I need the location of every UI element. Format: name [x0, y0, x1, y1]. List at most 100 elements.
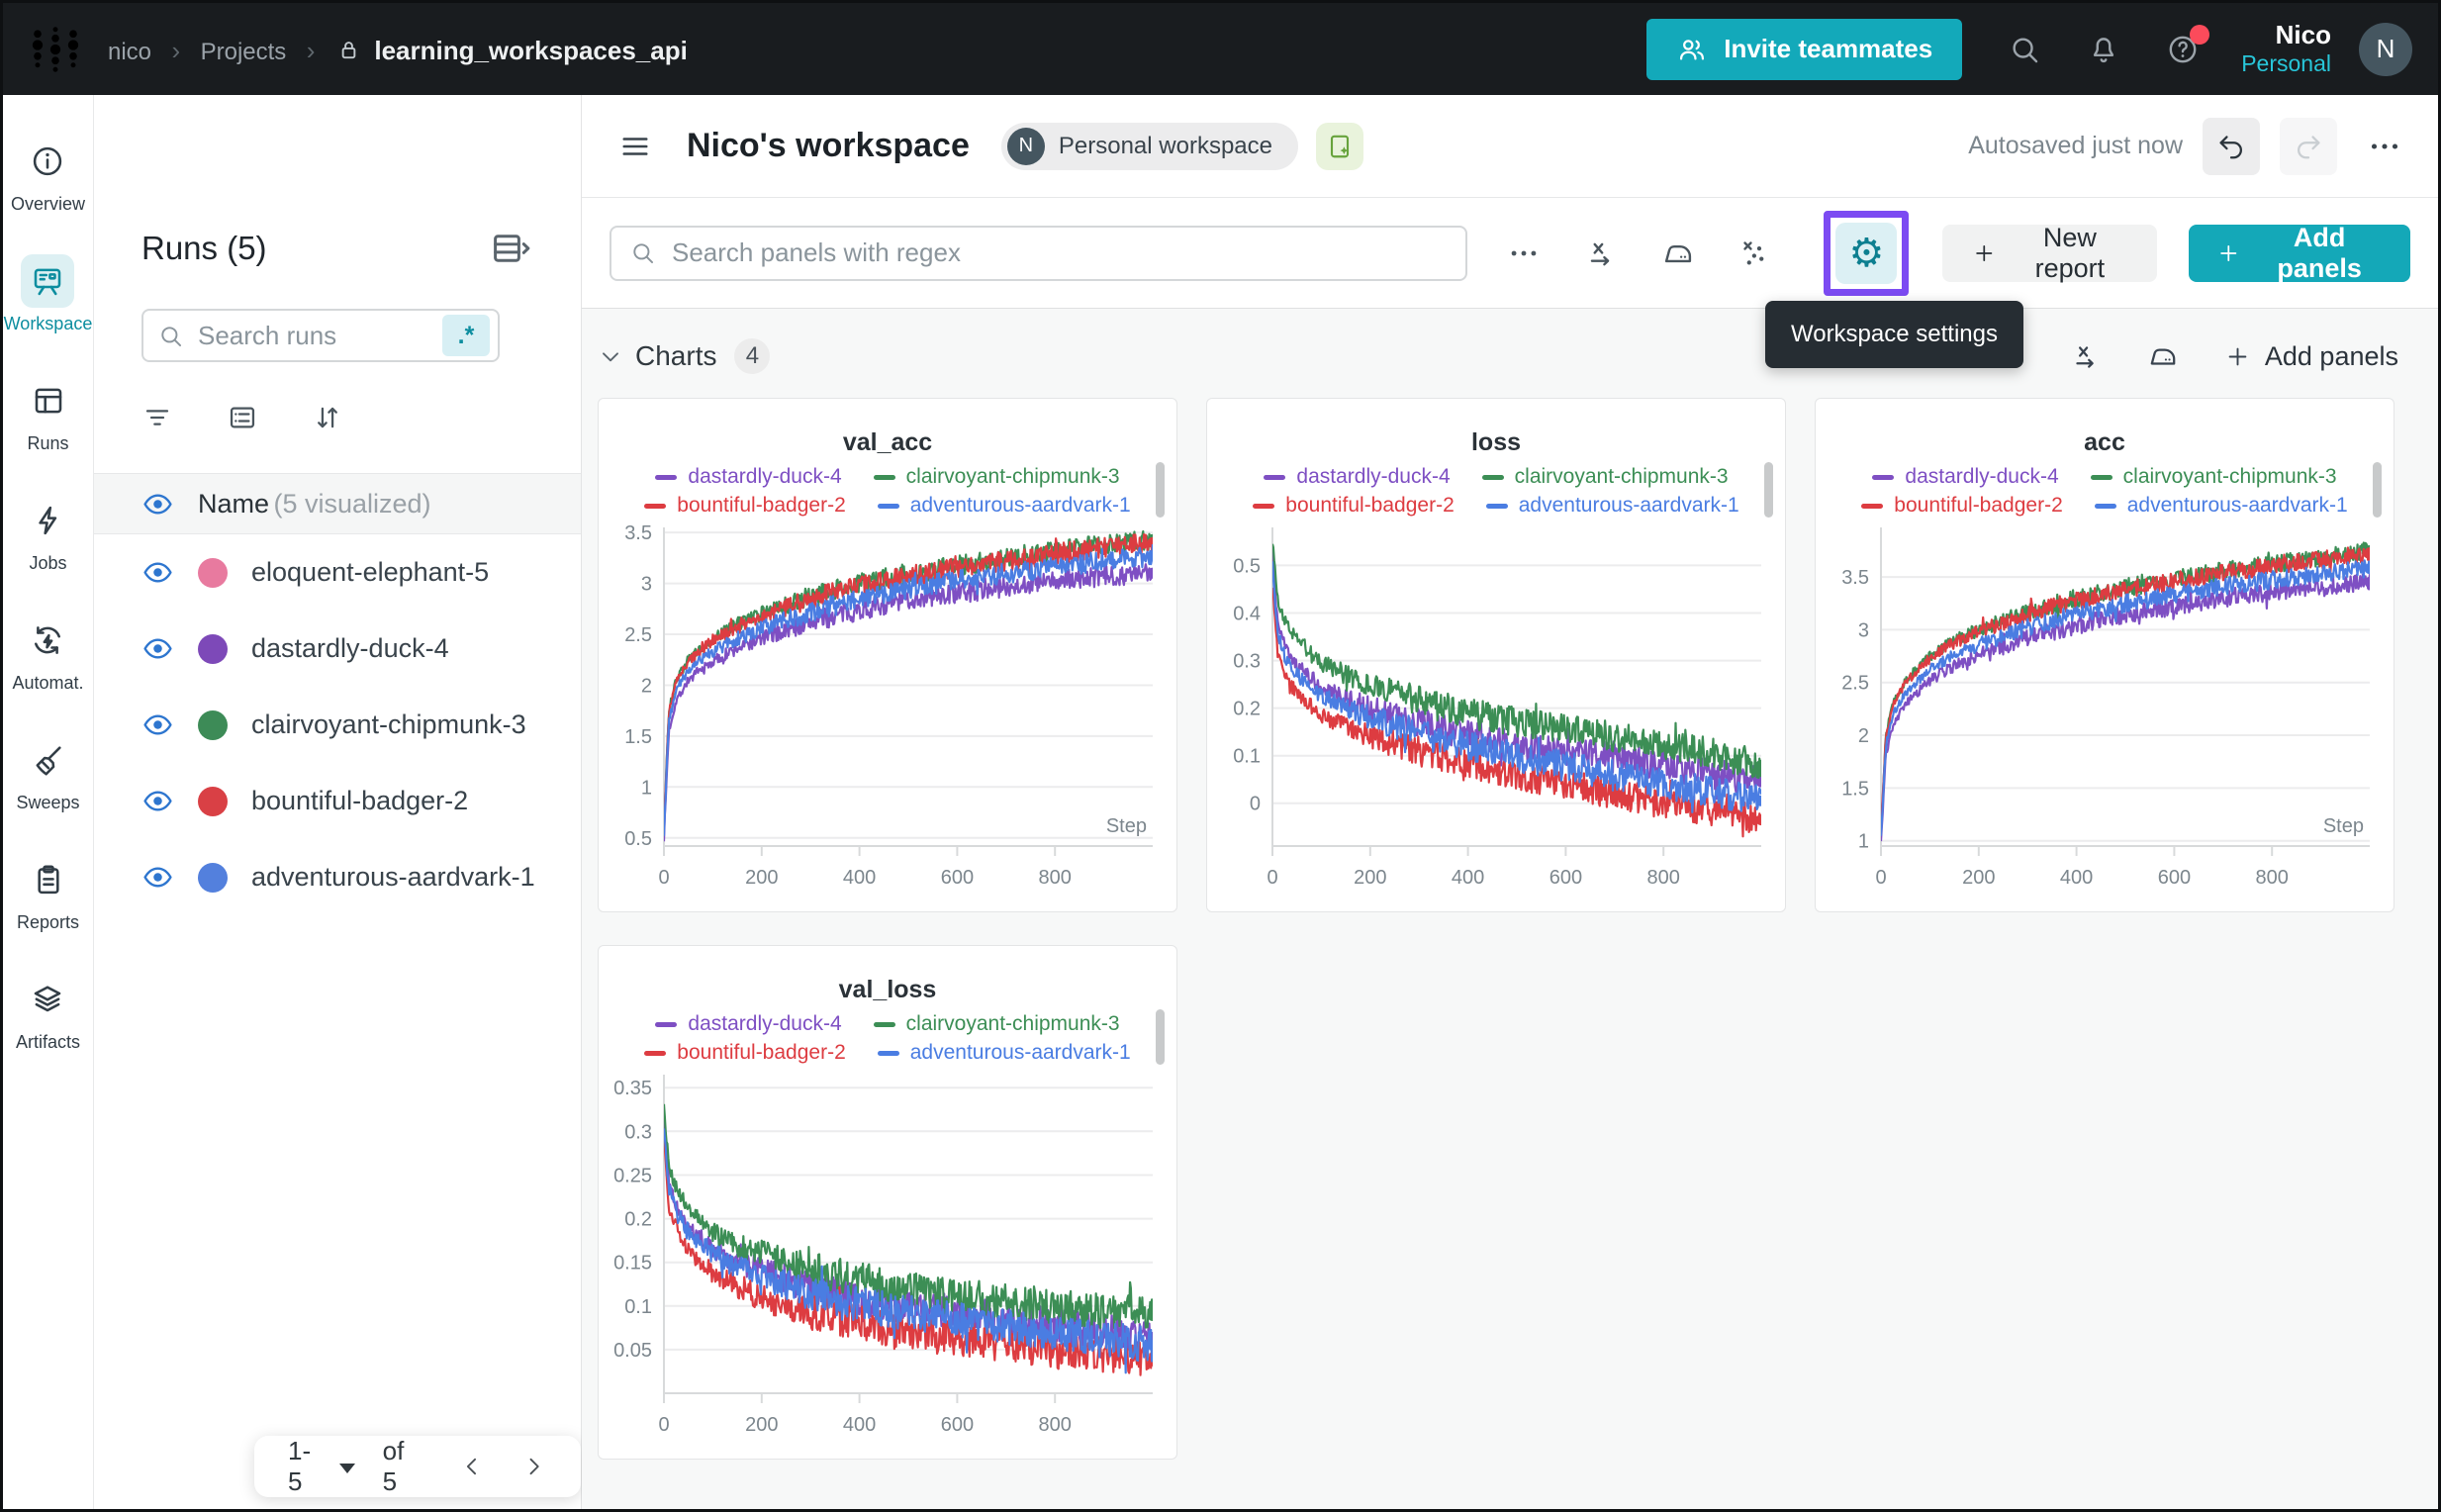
sidebar-item-jobs[interactable]: Jobs: [22, 494, 75, 574]
x-axis-settings-icon[interactable]: [1584, 236, 1618, 270]
pagination-range[interactable]: 1-5: [288, 1436, 312, 1496]
sidebar-item-sweeps[interactable]: Sweeps: [16, 733, 80, 813]
report-sparkle-icon[interactable]: [1316, 122, 1363, 170]
visibility-eye-icon[interactable]: [141, 785, 174, 817]
artifacts-layers-icon: [21, 973, 74, 1026]
breadcrumb: nico › Projects › learning_workspaces_ap…: [108, 33, 688, 66]
runs-panel-title: Runs (5): [141, 230, 267, 266]
smoothing-iron-icon[interactable]: [2147, 340, 2179, 372]
chart-plot[interactable]: 0.5 1 1.5 2 2.5 3 3.5 0 200 400 600 800 Step: [599, 520, 1176, 905]
workspace-settings-tooltip: Workspace settings: [1765, 301, 2023, 368]
redo-icon: [2293, 131, 2324, 162]
svg-text:0.5: 0.5: [1233, 555, 1261, 577]
search-runs-input[interactable]: [196, 319, 430, 352]
chart-panel-acc[interactable]: acc dastardly-duck-4 clairvoyant-chipmunk-…: [1815, 398, 2394, 912]
chart-plot[interactable]: 1 1.5 2 2.5 3 3.5 0 200 400 600 800 Step: [1816, 520, 2394, 905]
run-row[interactable]: eloquent-elephant-5: [94, 534, 581, 611]
group-list-icon[interactable]: [227, 402, 258, 433]
sidebar-item-workspace[interactable]: Workspace: [4, 254, 92, 334]
visibility-eye-icon[interactable]: [141, 556, 174, 589]
search-panels-input[interactable]: [670, 236, 1449, 269]
legend-scrollbar[interactable]: [1156, 462, 1165, 518]
badge-label: Personal workspace: [1058, 132, 1272, 159]
legend-run-name: bountiful-badger-2: [677, 494, 846, 517]
more-options-icon[interactable]: [2367, 129, 2402, 164]
runs-list: eloquent-elephant-5 dastardly-duck-4 clair…: [94, 534, 581, 915]
sidebar-item-runs[interactable]: Runs: [22, 374, 75, 454]
undo-button[interactable]: [2203, 117, 2260, 175]
legend-dash: [1485, 503, 1508, 509]
legend-item: bountiful-badger-2: [1861, 494, 2063, 518]
new-report-button[interactable]: New report: [1942, 223, 2157, 283]
visibility-eye-icon[interactable]: [141, 709, 174, 741]
sort-icon[interactable]: [312, 402, 343, 433]
legend-dash: [1872, 474, 1895, 480]
charts-section-title[interactable]: Charts: [635, 340, 717, 371]
chart-plot[interactable]: 0.05 0.1 0.15 0.2 0.25 0.3 0.35 0 200 400 600 800: [599, 1067, 1176, 1453]
help-button[interactable]: [2166, 24, 2210, 66]
chart-panel-val_loss[interactable]: val_loss dastardly-duck-4 clairvoyant-chip…: [598, 945, 1177, 1460]
legend-dash: [655, 474, 678, 480]
next-page-icon[interactable]: [520, 1453, 547, 1480]
svg-text:200: 200: [745, 1414, 778, 1436]
avatar[interactable]: N: [2359, 22, 2412, 76]
legend-scrollbar[interactable]: [2373, 462, 2382, 518]
expand-table-icon[interactable]: [490, 228, 531, 269]
sidebar-item-artifacts[interactable]: Artifacts: [16, 973, 80, 1053]
legend-item: bountiful-badger-2: [644, 1041, 846, 1065]
chart-legend: dastardly-duck-4 clairvoyant-chipmunk-3 bo…: [1207, 465, 1785, 518]
section-add-panels-button[interactable]: Add panels: [2224, 341, 2398, 372]
svg-text:0.35: 0.35: [613, 1078, 652, 1099]
workspace-settings-button[interactable]: ⚙: [1835, 222, 1898, 284]
hamburger-menu-icon[interactable]: [617, 129, 653, 164]
smoothing-iron-icon[interactable]: [1661, 236, 1695, 270]
sidebar-item-automat[interactable]: Automat.: [12, 614, 84, 694]
undo-icon: [2215, 131, 2247, 162]
workspace-badge[interactable]: N Personal workspace: [1000, 122, 1298, 170]
legend-dash: [877, 1050, 899, 1056]
run-name[interactable]: bountiful-badger-2: [251, 786, 469, 815]
breadcrumb-projects[interactable]: Projects: [200, 38, 287, 65]
add-panels-button[interactable]: Add panels: [2188, 223, 2410, 283]
bell-icon[interactable]: [2087, 33, 2120, 66]
user-menu[interactable]: Nico Personal: [2241, 20, 2331, 76]
run-row[interactable]: clairvoyant-chipmunk-3: [94, 687, 581, 763]
run-row[interactable]: adventurous-aardvark-1: [94, 839, 581, 915]
svg-text:0.1: 0.1: [624, 1296, 652, 1318]
sidebar-item-reports[interactable]: Reports: [17, 853, 79, 933]
runs-visualized-count: (5 visualized): [273, 488, 431, 519]
chart-panel-val_acc[interactable]: val_acc dastardly-duck-4 clairvoyant-chipm…: [598, 398, 1177, 912]
people-icon: [1676, 34, 1708, 65]
breadcrumb-entity[interactable]: nico: [108, 38, 152, 65]
prev-page-icon[interactable]: [459, 1453, 486, 1480]
legend-scrollbar[interactable]: [1764, 462, 1773, 518]
chart-plot[interactable]: 0 0.1 0.2 0.3 0.4 0.5 0 200 400 600 800: [1207, 520, 1785, 905]
sidebar-item-label: Reports: [16, 912, 80, 932]
visibility-eye-icon[interactable]: [141, 861, 174, 894]
chevron-down-icon[interactable]: [598, 343, 623, 369]
visibility-all-eye-icon[interactable]: [141, 488, 174, 520]
chart-panel-loss[interactable]: loss dastardly-duck-4 clairvoyant-chipmunk…: [1206, 398, 1786, 912]
run-name[interactable]: adventurous-aardvark-1: [251, 862, 535, 892]
filter-icon[interactable]: [141, 402, 173, 433]
breadcrumb-project-name[interactable]: learning_workspaces_api: [374, 35, 688, 65]
redo-button[interactable]: [2280, 117, 2337, 175]
run-row[interactable]: bountiful-badger-2: [94, 763, 581, 839]
sidebar-item-overview[interactable]: Overview: [11, 135, 85, 215]
wandb-logo-icon[interactable]: [29, 23, 82, 76]
search-icon[interactable]: [2008, 33, 2041, 66]
legend-item: adventurous-aardvark-1: [2094, 494, 2348, 518]
legend-scrollbar[interactable]: [1156, 1009, 1165, 1065]
outliers-icon[interactable]: [1738, 236, 1772, 270]
regex-toggle[interactable]: .*: [442, 315, 490, 356]
chart-legend: dastardly-duck-4 clairvoyant-chipmunk-3 bo…: [599, 465, 1176, 518]
visibility-eye-icon[interactable]: [141, 632, 174, 665]
run-row[interactable]: dastardly-duck-4: [94, 611, 581, 687]
run-name[interactable]: clairvoyant-chipmunk-3: [251, 709, 526, 739]
x-axis-settings-icon[interactable]: [2070, 340, 2102, 372]
legend-run-name: clairvoyant-chipmunk-3: [905, 465, 1120, 488]
invite-teammates-button[interactable]: Invite teammates: [1646, 18, 1963, 80]
run-name[interactable]: dastardly-duck-4: [251, 633, 449, 663]
run-name[interactable]: eloquent-elephant-5: [251, 557, 490, 587]
more-options-icon[interactable]: [1507, 236, 1541, 270]
